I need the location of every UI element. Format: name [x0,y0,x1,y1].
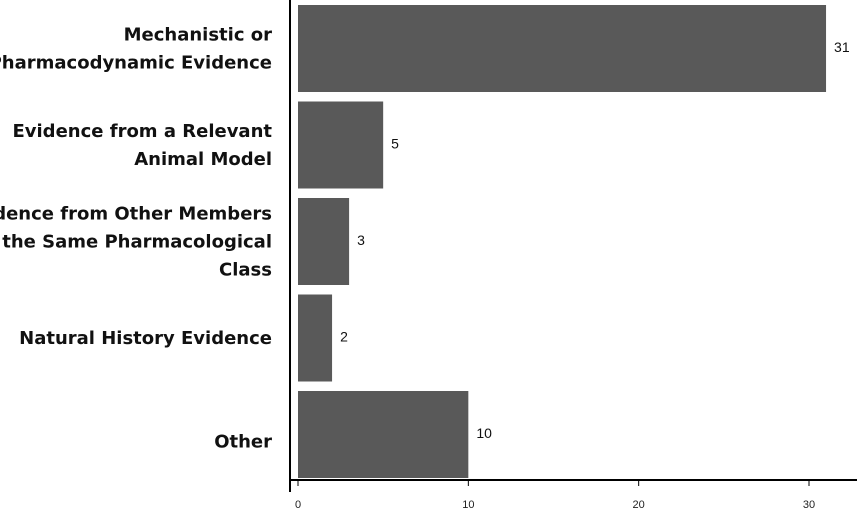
category-label-line: of the Same Pharmacological [0,232,272,253]
bar-3 [298,294,333,382]
bar-value-label-0: 31 [834,39,850,55]
bar-value-label-4: 10 [476,425,492,441]
x-tick-label: 20 [633,499,645,511]
category-label-line: Other [214,432,272,453]
x-tick-label: 10 [462,499,474,511]
category-label-line: Pharmacodynamic Evidence [0,53,272,74]
bar-2 [298,198,350,285]
category-label-2: Evidence from Other Members of the Same P… [0,204,272,281]
category-label-line: Class [219,260,272,281]
x-tick-label: 0 [295,499,301,511]
bar-0 [298,5,827,92]
category-label-0: Mechanistic or Pharmacodynamic Evidence [0,25,272,74]
category-label-4: Other [214,432,272,453]
category-label-line: Animal Model [134,149,272,170]
category-label-line: Evidence from a Relevant [12,121,272,142]
bar-value-label-2: 3 [357,232,365,248]
bar-1 [298,101,384,189]
axes-group: 0 10 20 30 [289,0,857,511]
value-labels-group: 31 5 3 2 10 [340,39,850,441]
bar-value-label-1: 5 [391,136,399,152]
category-label-line: Evidence from Other Members [0,204,272,225]
bar-value-label-3: 2 [340,329,348,345]
category-labels-group: Mechanistic or Pharmacodynamic Evidence Ev… [0,25,272,453]
category-label-1: Evidence from a Relevant Animal Model [12,121,272,170]
category-label-line: Natural History Evidence [19,328,272,349]
bar-4 [298,391,469,478]
x-tick-label: 30 [803,499,815,511]
category-label-3: Natural History Evidence [19,328,272,349]
bars-group [298,5,827,478]
category-label-line: Mechanistic or [124,25,273,46]
